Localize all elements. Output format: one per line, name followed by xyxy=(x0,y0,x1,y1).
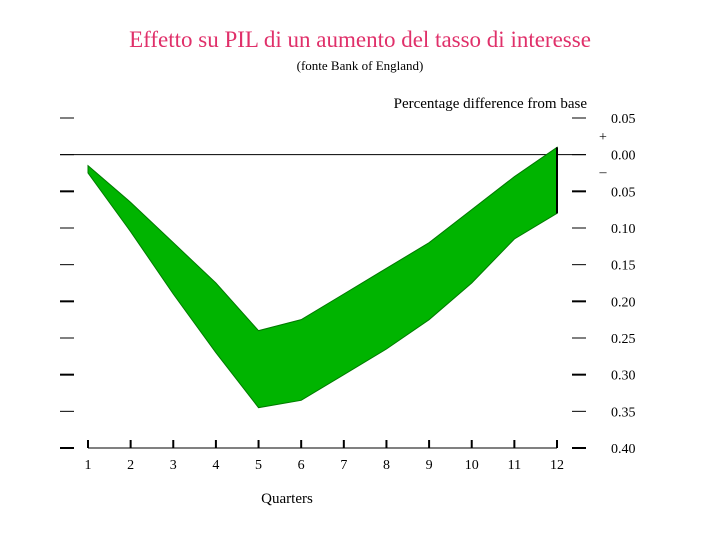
left-tick-marks xyxy=(60,117,74,449)
x-axis xyxy=(87,440,558,449)
y-tick-label: 0.05 xyxy=(611,112,636,127)
x-tick-label: 11 xyxy=(508,458,521,473)
y-tick-label: 0.05 xyxy=(611,185,636,200)
chart-subtitle: (fonte Bank of England) xyxy=(296,58,424,73)
response-band xyxy=(87,146,558,409)
x-tick-label: 6 xyxy=(298,458,305,473)
y-tick-label: 0.30 xyxy=(611,369,636,384)
x-tick-label: 7 xyxy=(340,458,347,473)
x-tick-label: 4 xyxy=(212,458,219,473)
y-tick-label: 0.15 xyxy=(611,259,636,274)
y-tick-labels: 0.05 0.00 0.05 0.10 0.15 0.20 0.25 0.30 0.35 0.40 xyxy=(611,112,636,457)
x-tick-label: 3 xyxy=(170,458,177,473)
y-axis-title: Percentage difference from base xyxy=(394,96,588,112)
y-tick-label: 0.25 xyxy=(611,332,636,347)
negative-sign-marker: – xyxy=(599,165,608,180)
y-tick-label: 0.40 xyxy=(611,442,636,457)
x-tick-label: 8 xyxy=(383,458,390,473)
y-tick-label: 0.10 xyxy=(611,222,636,237)
x-tick-label: 5 xyxy=(255,458,262,473)
x-axis-title: Quarters xyxy=(261,491,313,507)
x-tick-label: 1 xyxy=(85,458,92,473)
chart-title: Effetto su PIL di un aumento del tasso d… xyxy=(129,27,591,52)
x-tick-label: 2 xyxy=(127,458,134,473)
x-tick-label: 9 xyxy=(426,458,433,473)
positive-sign-marker: + xyxy=(599,130,607,145)
x-tick-labels: 1 2 3 4 5 6 7 8 9 10 11 12 xyxy=(85,458,565,473)
y-tick-label: 0.20 xyxy=(611,295,636,310)
x-tick-label: 12 xyxy=(550,458,564,473)
y-tick-label: 0.00 xyxy=(611,149,636,164)
x-tick-label: 10 xyxy=(465,458,479,473)
y-tick-label: 0.35 xyxy=(611,405,636,420)
right-tick-marks xyxy=(572,117,586,449)
